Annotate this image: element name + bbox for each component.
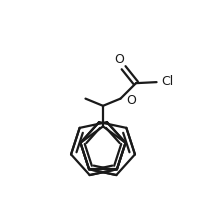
Text: Cl: Cl [162, 75, 174, 88]
Text: O: O [114, 53, 124, 66]
Text: O: O [126, 94, 136, 107]
